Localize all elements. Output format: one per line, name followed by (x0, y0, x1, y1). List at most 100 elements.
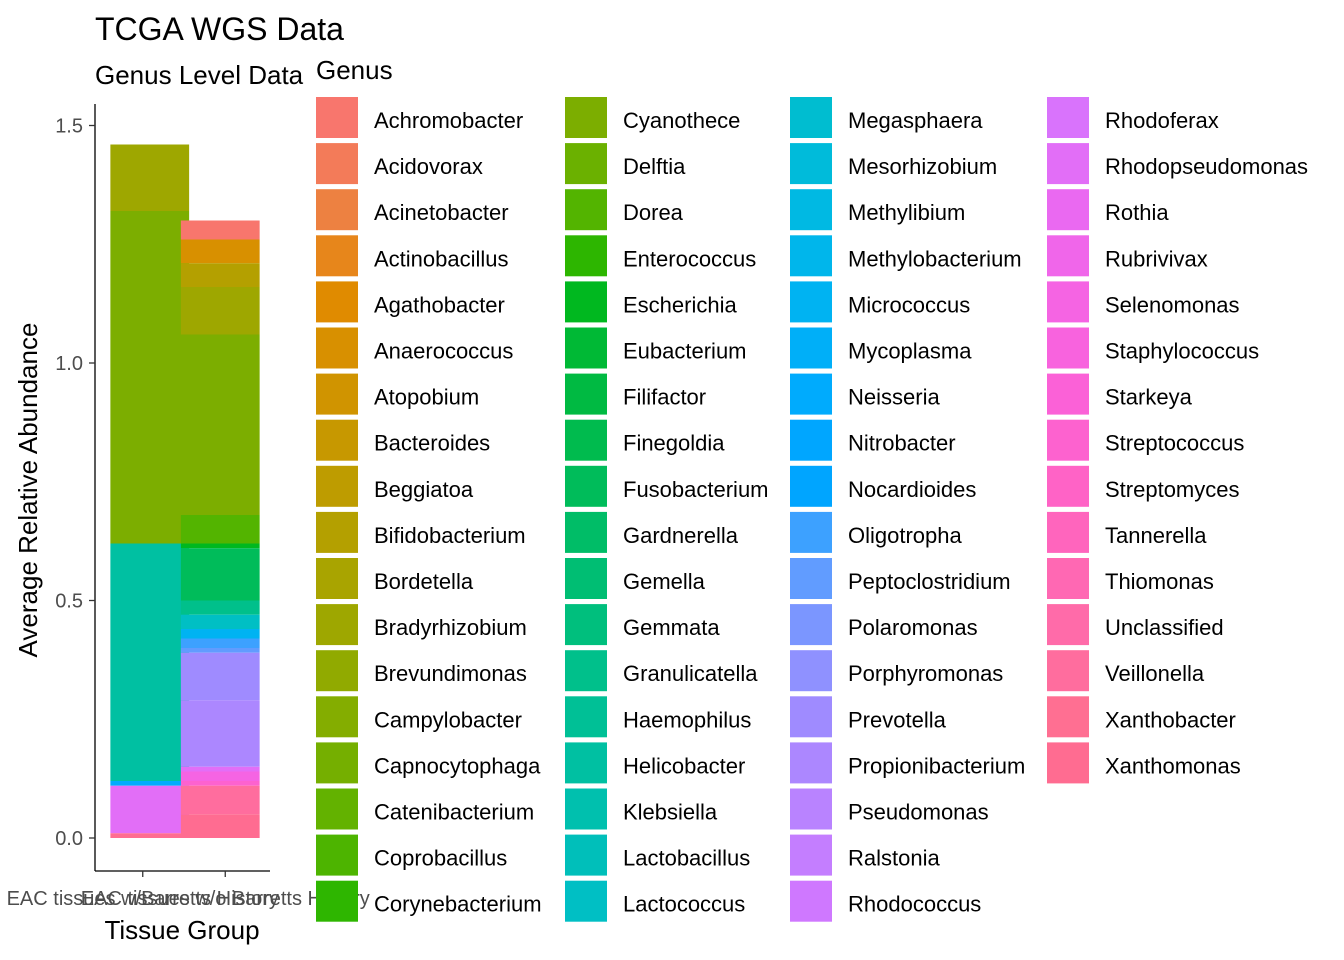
legend-key (1047, 696, 1089, 738)
legend-key (1047, 511, 1089, 553)
legend-key (565, 327, 607, 369)
legend-label: Escherichia (623, 292, 737, 317)
legend-key (790, 788, 832, 830)
legend-key (1047, 189, 1089, 231)
legend-label: Eubacterium (623, 339, 747, 364)
legend-key (316, 742, 358, 784)
legend-key (316, 511, 358, 553)
legend-key (790, 419, 832, 461)
legend-key (565, 834, 607, 876)
y-tick-label: 1.0 (55, 353, 83, 375)
legend-label: Actinobacillus (374, 246, 509, 271)
legend-label: Unclassified (1105, 615, 1224, 640)
legend-label: Delftia (623, 154, 686, 179)
legend-key (790, 880, 832, 922)
legend-key (565, 373, 607, 415)
legend-key (790, 373, 832, 415)
legend-label: Dorea (623, 200, 684, 225)
legend-label: Nocardioides (848, 477, 976, 502)
legend-key (316, 788, 358, 830)
legend-key (1047, 419, 1089, 461)
legend-label: Veillonella (1105, 661, 1205, 686)
legend-label: Neisseria (848, 385, 940, 410)
legend-label: Gardnerella (623, 523, 739, 548)
legend-label: Prevotella (848, 707, 947, 732)
legend-label: Coprobacillus (374, 846, 507, 871)
legend-key (790, 834, 832, 876)
bar-segment-1-11 (180, 287, 260, 335)
legend-label: Gemmata (623, 615, 720, 640)
legend-title: Genus (316, 55, 393, 85)
bar-segment-0-68 (110, 833, 190, 838)
legend: Achromobacter Acidovorax Acinetobacter Acti… (316, 97, 1308, 922)
legend-label: Starkeya (1105, 385, 1193, 410)
bar-segment-1-5 (180, 239, 260, 264)
legend-key (1047, 558, 1089, 599)
y-tick-label: 1.5 (55, 116, 83, 138)
bar-segment-1-9 (180, 263, 260, 287)
legend-key (790, 327, 832, 369)
legend-label: Cyanothece (623, 108, 740, 133)
legend-label: Mycoplasma (848, 339, 972, 364)
legend-label: Pseudomonas (848, 800, 989, 825)
legend-label: Bifidobacterium (374, 523, 526, 548)
legend-label: Beggiatoa (374, 477, 474, 502)
bar-segment-1-30 (180, 600, 260, 615)
legend-label: Methylobacterium (848, 246, 1022, 271)
legend-key (565, 281, 607, 323)
bar-segment-1-68 (180, 814, 260, 838)
bar-segment-1-18 (180, 334, 260, 515)
y-tick-label: 0.5 (55, 591, 83, 613)
legend-key (565, 511, 607, 553)
legend-key (316, 604, 358, 646)
plot-area (110, 144, 260, 838)
legend-key (565, 696, 607, 738)
y-tick-label: 0.0 (55, 828, 83, 850)
legend-label: Xanthobacter (1105, 707, 1236, 732)
legend-key (565, 97, 607, 138)
legend-label: Peptoclostridium (848, 569, 1011, 594)
legend-label: Bacteroides (374, 431, 490, 456)
bar-segment-1-26 (180, 548, 260, 601)
bar-segment-0-55 (110, 785, 190, 834)
legend-label: Streptococcus (1105, 431, 1244, 456)
legend-key (316, 235, 358, 277)
legend-key (1047, 97, 1089, 138)
chart-subtitle: Genus Level Data (95, 60, 304, 90)
legend-label: Campylobacter (374, 707, 522, 732)
legend-label: Achromobacter (374, 108, 523, 133)
bar-segment-1-22 (180, 543, 260, 549)
legend-label: Catenibacterium (374, 800, 534, 825)
legend-label: Rothia (1105, 200, 1169, 225)
legend-label: Methylibium (848, 200, 965, 225)
legend-key (565, 604, 607, 646)
legend-label: Finegoldia (623, 431, 725, 456)
legend-label: Propionibacterium (848, 753, 1025, 778)
legend-label: Gemella (623, 569, 706, 594)
bar-segment-1-66 (180, 785, 260, 815)
legend-key (790, 235, 832, 277)
bar-segment-1-55 (180, 766, 260, 772)
legend-label: Nitrobacter (848, 431, 956, 456)
legend-label: Helicobacter (623, 753, 745, 778)
legend-label: Lactobacillus (623, 846, 750, 871)
bar-segment-1-50 (180, 700, 260, 767)
legend-label: Corynebacterium (374, 892, 542, 917)
legend-label: Rubrivivax (1105, 246, 1208, 271)
legend-label: Mesorhizobium (848, 154, 997, 179)
legend-label: Rhodoferax (1105, 108, 1219, 133)
legend-label: Xanthomonas (1105, 753, 1241, 778)
legend-label: Anaerococcus (374, 339, 513, 364)
legend-label: Enterococcus (623, 246, 756, 271)
bar-segment-1-46 (180, 648, 260, 653)
legend-label: Acidovorax (374, 154, 483, 179)
legend-key (1047, 235, 1089, 277)
legend-key (316, 419, 358, 461)
legend-key (1047, 373, 1089, 415)
legend-key (1047, 742, 1089, 784)
bar-segment-1-49 (180, 652, 260, 701)
legend-key (316, 281, 358, 323)
legend-label: Agathobacter (374, 292, 505, 317)
bar-segment-0-32 (110, 543, 190, 781)
legend-key (316, 143, 358, 185)
